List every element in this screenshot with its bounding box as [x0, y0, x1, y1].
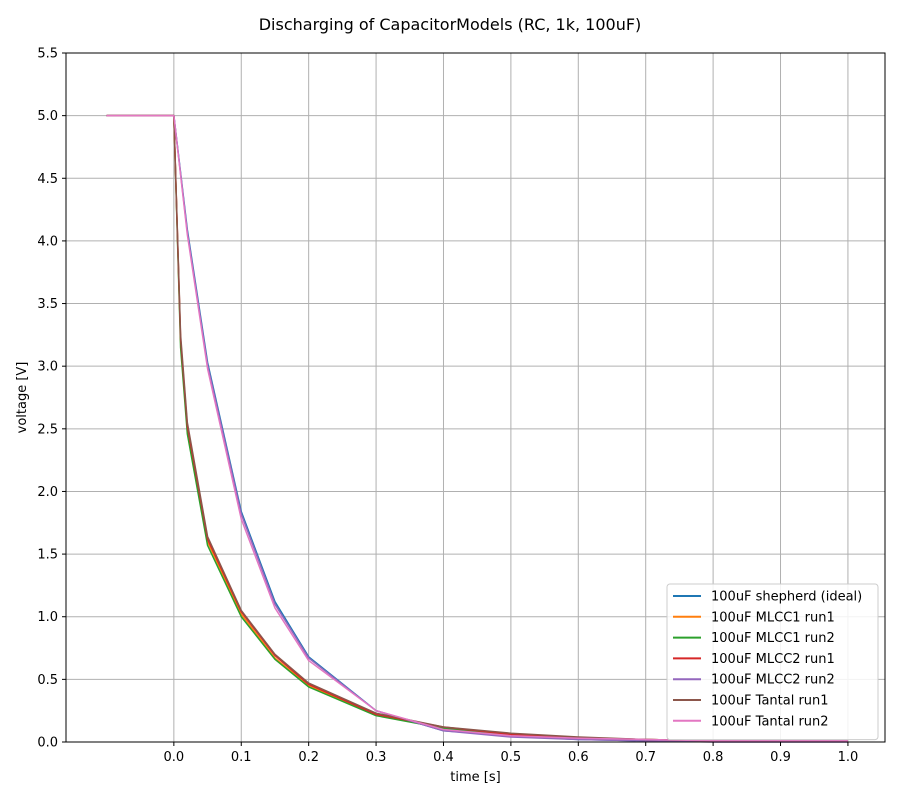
data-series	[106, 114, 848, 743]
y-tick-label: 3.0	[37, 360, 58, 375]
y-tick-label: 4.0	[37, 234, 58, 249]
x-tick-label: 0.5	[501, 750, 522, 765]
axis-ticks: 0.0 0.1 0.2 0.3 0.4 0.5 0.6 0.7 0.8 0.9 1.0 0.0 0.5 1…	[37, 47, 858, 766]
y-tick-label: 2.0	[37, 485, 58, 500]
y-axis-label: voltage [V]	[15, 362, 30, 434]
x-tick-label: 0.2	[298, 750, 319, 765]
y-tick-label: 2.5	[37, 422, 58, 437]
y-tick-label: 0.5	[37, 673, 58, 688]
y-tick-label: 4.5	[37, 172, 58, 187]
legend: 100uF shepherd (ideal) 100uF MLCC1 run1 10…	[666, 583, 879, 741]
y-tick-label: 5.0	[37, 109, 58, 124]
x-tick-label: 0.9	[770, 750, 791, 765]
x-tick-label: 0.3	[366, 750, 387, 765]
x-tick-label: 0.7	[635, 750, 656, 765]
y-tick-label: 1.0	[37, 610, 58, 625]
legend-entry: 100uF Tantal run1	[711, 694, 829, 709]
legend-entry: 100uF MLCC1 run2	[711, 631, 835, 646]
x-tick-label: 0.6	[568, 750, 589, 765]
legend-entry: 100uF shepherd (ideal)	[711, 590, 862, 605]
y-tick-label: 0.0	[37, 736, 58, 751]
x-tick-label: 0.4	[433, 750, 454, 765]
y-tick-label: 3.5	[37, 297, 58, 312]
series-line-6	[106, 114, 848, 742]
legend-box	[666, 583, 879, 741]
x-tick-label: 1.0	[838, 750, 859, 765]
chart-title: Discharging of CapacitorModels (RC, 1k, …	[259, 15, 642, 34]
legend-entry: 100uF MLCC2 run1	[711, 652, 835, 667]
legend-entry: 100uF MLCC2 run2	[711, 673, 835, 688]
x-axis-label: time [s]	[450, 770, 500, 785]
legend-entry: 100uF Tantal run2	[711, 714, 829, 729]
x-tick-label: 0.0	[164, 750, 185, 765]
y-tick-label: 1.5	[37, 548, 58, 563]
legend-entry: 100uF MLCC1 run1	[711, 610, 835, 625]
plot-area	[65, 52, 886, 743]
x-tick-label: 0.8	[703, 750, 724, 765]
y-tick-label: 5.5	[37, 47, 58, 62]
x-tick-label: 0.1	[231, 750, 252, 765]
